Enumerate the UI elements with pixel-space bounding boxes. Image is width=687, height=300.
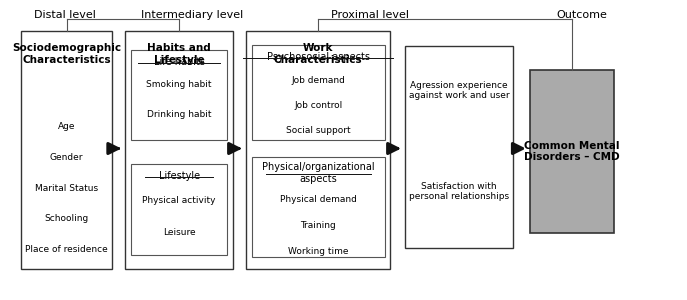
- Text: Job control: Job control: [294, 101, 342, 110]
- Text: Lifestyle: Lifestyle: [159, 171, 200, 181]
- Text: Work
Characteristics: Work Characteristics: [274, 43, 363, 64]
- Bar: [530, 70, 613, 233]
- Text: Age: Age: [58, 122, 76, 131]
- Text: Proximal level: Proximal level: [331, 10, 409, 20]
- Text: Agression experience
against work and user: Agression experience against work and us…: [409, 81, 509, 100]
- Text: Life habits: Life habits: [154, 57, 205, 67]
- Text: Drinking habit: Drinking habit: [147, 110, 212, 119]
- Text: Intermediary level: Intermediary level: [142, 10, 244, 20]
- Text: Distal level: Distal level: [34, 10, 96, 20]
- Text: Marital Status: Marital Status: [35, 184, 98, 193]
- Text: Satisfaction with
personal relationships: Satisfaction with personal relationships: [409, 182, 509, 201]
- Bar: [405, 46, 513, 248]
- Bar: [246, 31, 390, 269]
- Bar: [21, 31, 112, 269]
- Text: Psychosocial aspects: Psychosocial aspects: [267, 52, 370, 62]
- Bar: [131, 50, 227, 140]
- Text: Gender: Gender: [50, 153, 83, 162]
- Text: Sociodemographic
Characteristics: Sociodemographic Characteristics: [12, 43, 121, 64]
- Bar: [252, 45, 385, 140]
- Text: Job demand: Job demand: [291, 76, 346, 85]
- Text: Physical/organizational
aspects: Physical/organizational aspects: [262, 163, 374, 184]
- Text: Social support: Social support: [286, 125, 350, 134]
- Bar: [252, 157, 385, 257]
- Text: Outcome: Outcome: [556, 10, 607, 20]
- Text: Physical activity: Physical activity: [142, 196, 216, 205]
- Text: Physical demand: Physical demand: [280, 195, 357, 204]
- Text: Place of residence: Place of residence: [25, 245, 108, 254]
- Text: Schooling: Schooling: [45, 214, 89, 224]
- Text: Common Mental
Disorders – CMD: Common Mental Disorders – CMD: [524, 141, 620, 162]
- Text: Smoking habit: Smoking habit: [146, 80, 212, 89]
- Bar: [126, 31, 233, 269]
- Text: Training: Training: [300, 220, 336, 230]
- Text: Habits and
Lifestyle: Habits and Lifestyle: [147, 43, 211, 64]
- Bar: [131, 164, 227, 255]
- Text: Working time: Working time: [288, 247, 348, 256]
- Text: Leisure: Leisure: [163, 228, 195, 237]
